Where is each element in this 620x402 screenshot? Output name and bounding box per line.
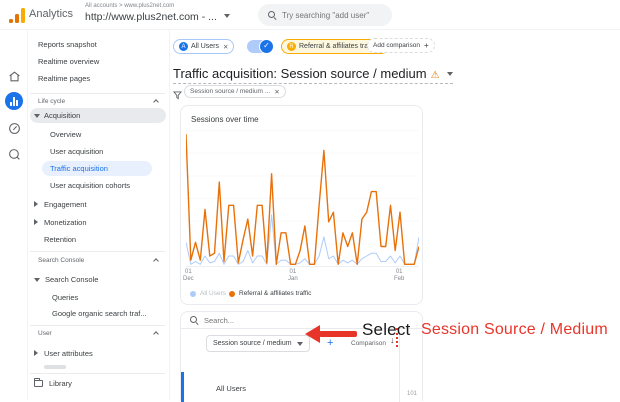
collapse-icon[interactable] bbox=[153, 99, 159, 105]
divider bbox=[30, 251, 165, 252]
annotation-arrow-icon bbox=[305, 325, 320, 343]
warning-icon: ⚠ bbox=[430, 70, 440, 81]
section-life-cycle: Life cycle bbox=[38, 98, 66, 105]
collapse-icon[interactable] bbox=[153, 331, 159, 337]
sidebar: Reports snapshot Realtime overview Realt… bbox=[28, 30, 169, 400]
sessions-line-chart[interactable] bbox=[186, 130, 419, 267]
main-content: A All Users ✕ ✓ R Referral & affiliates … bbox=[169, 30, 620, 402]
page-title[interactable]: Traffic acquisition: Session source / me… bbox=[173, 66, 454, 84]
x-tick: 01 Feb bbox=[394, 269, 405, 282]
search-icon bbox=[190, 316, 198, 324]
report-table-card: Session source / medium + Comparison ↓ A… bbox=[180, 311, 423, 402]
check-icon: ✓ bbox=[259, 39, 274, 54]
expand-icon bbox=[34, 201, 38, 207]
sidebar-item-monetization[interactable]: Monetization bbox=[34, 218, 87, 227]
avatar: R bbox=[287, 42, 296, 51]
table-search-input[interactable] bbox=[204, 315, 304, 325]
expand-icon bbox=[34, 114, 40, 118]
legend-dot bbox=[229, 290, 235, 297]
plus-icon: + bbox=[423, 41, 429, 50]
filter-icon[interactable] bbox=[172, 87, 183, 105]
annotation-select-label: Select bbox=[362, 320, 411, 339]
property-selector[interactable]: http://www.plus2net.com - ... bbox=[85, 11, 230, 23]
reports-icon[interactable] bbox=[5, 92, 23, 110]
annotation-highlight-label: Session Source / Medium bbox=[421, 321, 608, 338]
partial-menu-item bbox=[44, 365, 66, 369]
sessions-chart-card: Sessions over time 01 Dec 01 Jan 01 Feb All… bbox=[180, 105, 423, 305]
column-divider bbox=[399, 331, 400, 402]
divider bbox=[30, 373, 165, 374]
comparison-chip-referral[interactable]: R Referral & affiliates tra... ✕ bbox=[281, 39, 390, 54]
sidebar-item-overview[interactable]: Overview bbox=[50, 130, 82, 139]
table-search-row bbox=[181, 312, 422, 329]
divider bbox=[30, 325, 165, 326]
breadcrumb: All accounts > www.plus2net.com bbox=[85, 3, 175, 9]
chevron-down-icon bbox=[296, 341, 303, 346]
chevron-down-icon bbox=[447, 72, 454, 76]
section-search-console: Search Console bbox=[38, 257, 85, 264]
dimension-dropdown[interactable]: Session source / medium bbox=[206, 335, 310, 352]
close-icon[interactable]: ✕ bbox=[274, 88, 280, 96]
sidebar-item-retention[interactable]: Retention bbox=[44, 235, 77, 244]
analytics-logo-icon[interactable] bbox=[9, 7, 26, 23]
sidebar-item-user-acquisition[interactable]: User acquisition bbox=[50, 147, 104, 156]
x-tick: 01 Dec bbox=[183, 269, 194, 282]
global-search[interactable] bbox=[258, 4, 392, 26]
comparison-column-header[interactable]: Comparison bbox=[351, 340, 387, 347]
comparison-chip-all-users[interactable]: A All Users ✕ bbox=[173, 39, 235, 54]
explore-icon[interactable] bbox=[6, 120, 22, 136]
comparison-toggle[interactable]: ✓ bbox=[247, 39, 274, 54]
row-color-bar bbox=[181, 372, 184, 402]
chevron-down-icon bbox=[223, 14, 230, 18]
sidebar-item-library[interactable]: Library bbox=[34, 378, 72, 388]
sort-desc-icon[interactable]: ↓ bbox=[390, 335, 395, 345]
sidebar-item-google-organic[interactable]: Google organic search traf... bbox=[52, 309, 147, 318]
annotation-arrow-shaft bbox=[319, 331, 357, 337]
nav-rail bbox=[0, 30, 28, 400]
avatar: A bbox=[179, 42, 188, 51]
search-input[interactable] bbox=[282, 10, 387, 20]
table-row-label[interactable]: All Users bbox=[216, 384, 247, 393]
sidebar-item-realtime-pages[interactable]: Realtime pages bbox=[38, 74, 91, 83]
sidebar-item-search-console[interactable]: Search Console bbox=[34, 275, 98, 284]
search-icon bbox=[268, 11, 276, 19]
expand-icon bbox=[34, 278, 40, 282]
section-user: User bbox=[38, 330, 52, 337]
legend-item-all-users[interactable]: All Users bbox=[190, 290, 226, 297]
sidebar-item-user-attributes[interactable]: User attributes bbox=[34, 349, 93, 358]
add-comparison-button[interactable]: Add comparison + bbox=[367, 38, 435, 53]
expand-icon bbox=[34, 219, 38, 225]
sidebar-item-reports-snapshot[interactable]: Reports snapshot bbox=[38, 40, 97, 49]
collapse-icon[interactable] bbox=[153, 258, 159, 264]
chart-title: Sessions over time bbox=[191, 115, 259, 124]
advertising-icon[interactable] bbox=[6, 146, 22, 162]
divider bbox=[30, 93, 165, 94]
sidebar-item-realtime-overview[interactable]: Realtime overview bbox=[38, 57, 100, 66]
add-dimension-button[interactable]: + bbox=[327, 337, 334, 349]
app-header: Analytics All accounts > www.plus2net.co… bbox=[0, 0, 620, 30]
sidebar-item-user-acquisition-cohorts[interactable]: User acquisition cohorts bbox=[50, 181, 131, 190]
app-title: Analytics bbox=[29, 8, 74, 20]
legend-dot bbox=[190, 290, 196, 297]
expand-icon bbox=[34, 350, 38, 356]
folder-icon bbox=[34, 378, 43, 387]
sidebar-item-engagement[interactable]: Engagement bbox=[34, 200, 87, 209]
annotation-dashed-line bbox=[396, 328, 398, 347]
x-tick: 01 Jan bbox=[288, 269, 298, 282]
home-icon[interactable] bbox=[6, 68, 22, 84]
sidebar-item-acquisition[interactable]: Acquisition bbox=[30, 108, 166, 123]
close-icon[interactable]: ✕ bbox=[223, 43, 229, 51]
sidebar-item-traffic-acquisition[interactable]: Traffic acquisition bbox=[42, 161, 152, 176]
table-row-value: 101 bbox=[407, 391, 418, 397]
legend-item-referral[interactable]: Referral & affiliates traffic bbox=[229, 290, 311, 297]
filter-chip[interactable]: Session source / medium ... ✕ bbox=[184, 85, 286, 98]
sidebar-item-queries[interactable]: Queries bbox=[52, 293, 79, 302]
x-axis: 01 Dec 01 Jan 01 Feb bbox=[183, 269, 418, 285]
